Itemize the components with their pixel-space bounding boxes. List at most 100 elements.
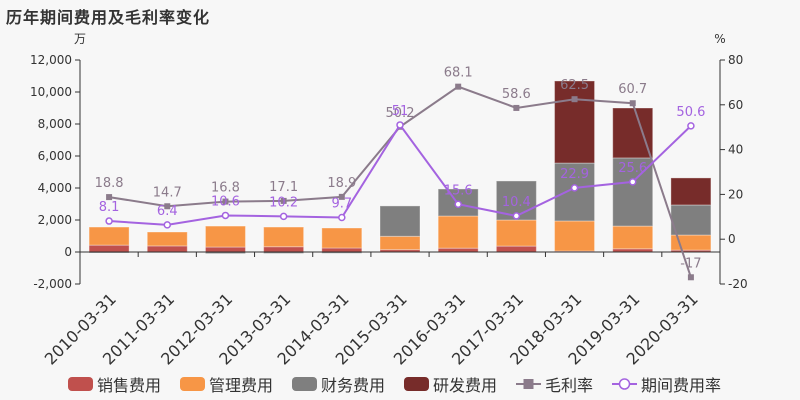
legend-label: 研发费用	[433, 376, 498, 395]
bar-segment[interactable]	[146, 231, 188, 247]
data-label: 17.1	[269, 180, 298, 195]
left-tick-label: 4,000	[38, 181, 72, 195]
legend-square-marker-icon	[516, 379, 541, 389]
data-label: 16.8	[211, 181, 240, 196]
bar-segment[interactable]	[612, 107, 654, 159]
data-label: 8.1	[99, 200, 120, 215]
bar-segment[interactable]	[495, 245, 537, 253]
bar-segment[interactable]	[495, 219, 537, 247]
data-label: 50.6	[676, 105, 705, 120]
left-tick-label: 6,000	[38, 149, 72, 163]
bar-segment[interactable]	[263, 246, 305, 253]
right-axis-unit: %	[714, 32, 725, 46]
data-point[interactable]	[628, 178, 637, 186]
left-tick-label: 8,000	[38, 117, 72, 131]
legend-swatch-icon	[180, 377, 205, 391]
data-label: 58.6	[502, 87, 531, 102]
bar-segment[interactable]	[321, 247, 363, 253]
data-point[interactable]	[338, 193, 345, 200]
data-label: 50.2	[386, 106, 415, 121]
data-label: 10.2	[269, 195, 298, 210]
bar-segment[interactable]	[554, 220, 596, 252]
legend-label: 期间费用率	[641, 376, 722, 395]
bar-segment[interactable]	[554, 80, 596, 164]
data-point[interactable]	[105, 217, 113, 225]
data-label: 10.6	[211, 194, 240, 209]
data-label: 15.6	[444, 183, 473, 198]
data-label: 18.8	[95, 176, 124, 191]
bar-segment[interactable]	[88, 226, 130, 246]
legend: 销售费用 管理费用 财务费用 研发费用 毛利率 期间费用率	[0, 372, 800, 396]
legend-label: 毛利率	[545, 376, 594, 395]
legend-swatch-icon	[68, 377, 93, 391]
legend-label: 管理费用	[209, 376, 274, 395]
data-label: 10.4	[502, 195, 531, 210]
data-point[interactable]	[513, 104, 520, 111]
left-tick-label: 2,000	[38, 213, 72, 227]
data-point[interactable]	[570, 184, 579, 192]
bar-segment[interactable]	[204, 246, 246, 253]
data-point[interactable]	[571, 96, 578, 103]
data-point[interactable]	[687, 122, 695, 130]
left-tick-label: -2,000	[33, 277, 72, 291]
data-label: -17	[680, 256, 701, 271]
data-point[interactable]	[163, 221, 172, 229]
left-axis-unit: 万	[74, 32, 86, 46]
legend-item[interactable]: 研发费用	[404, 372, 497, 396]
data-point[interactable]	[279, 212, 288, 221]
legend-item[interactable]: 财务费用	[292, 372, 385, 396]
left-tick-label: 10,000	[30, 85, 72, 99]
right-tick-label: 80	[728, 53, 743, 67]
data-point[interactable]	[280, 197, 287, 204]
data-point[interactable]	[164, 203, 171, 210]
data-point[interactable]	[222, 198, 229, 205]
legend-item[interactable]: 销售费用	[68, 372, 161, 396]
legend-swatch-icon	[404, 377, 429, 391]
data-label: 68.1	[444, 66, 473, 81]
bar-segment[interactable]	[437, 247, 479, 253]
legend-label: 财务费用	[321, 376, 386, 395]
legend-swatch-icon	[292, 377, 317, 391]
data-point[interactable]	[221, 211, 230, 220]
legend-item[interactable]: 期间费用率	[612, 372, 721, 396]
left-tick-label: 0	[64, 245, 72, 259]
data-label: 9.7	[331, 196, 352, 211]
data-point[interactable]	[455, 83, 462, 90]
data-point[interactable]	[106, 194, 113, 201]
legend-item[interactable]: 毛利率	[516, 372, 593, 396]
legend-label: 销售费用	[97, 376, 162, 395]
bar-segment[interactable]	[379, 235, 421, 251]
bar-segment[interactable]	[670, 177, 712, 206]
right-tick-label: 40	[728, 143, 743, 157]
right-tick-label: 0	[728, 232, 736, 246]
chart-canvas: 万 % -2,000 0 2,000 4,000 6,000 8,000 10,000 12,00…	[30, 32, 748, 369]
data-label: 62.5	[560, 78, 589, 93]
data-label: 60.7	[618, 82, 647, 97]
bar-segment[interactable]	[437, 215, 479, 249]
data-label: 51	[392, 104, 409, 119]
data-label: 18.9	[327, 176, 356, 191]
data-point[interactable]	[687, 274, 694, 281]
right-tick-label: 60	[728, 98, 743, 112]
bar-segment[interactable]	[554, 162, 596, 222]
left-tick-label: 12,000	[30, 53, 72, 67]
right-tick-label: 20	[728, 187, 743, 201]
bar-segment[interactable]	[204, 225, 246, 248]
bar-segment[interactable]	[321, 227, 363, 249]
chart-title: 历年期间费用及毛利率变化	[6, 8, 211, 27]
bar-segment[interactable]	[670, 204, 712, 236]
data-label: 14.7	[153, 185, 182, 200]
data-label: 6.4	[157, 204, 178, 219]
data-label: 25.6	[618, 161, 647, 176]
data-point[interactable]	[629, 100, 636, 107]
data-point[interactable]	[454, 200, 462, 209]
bar-segment[interactable]	[612, 225, 654, 250]
bar-segment[interactable]	[379, 205, 421, 237]
legend-item[interactable]: 管理费用	[180, 372, 273, 396]
bar-segment[interactable]	[263, 226, 305, 248]
data-point[interactable]	[396, 121, 404, 129]
bar-segment[interactable]	[146, 245, 188, 253]
data-point[interactable]	[512, 212, 521, 220]
bar-segment[interactable]	[88, 244, 130, 253]
data-point[interactable]	[338, 213, 346, 222]
